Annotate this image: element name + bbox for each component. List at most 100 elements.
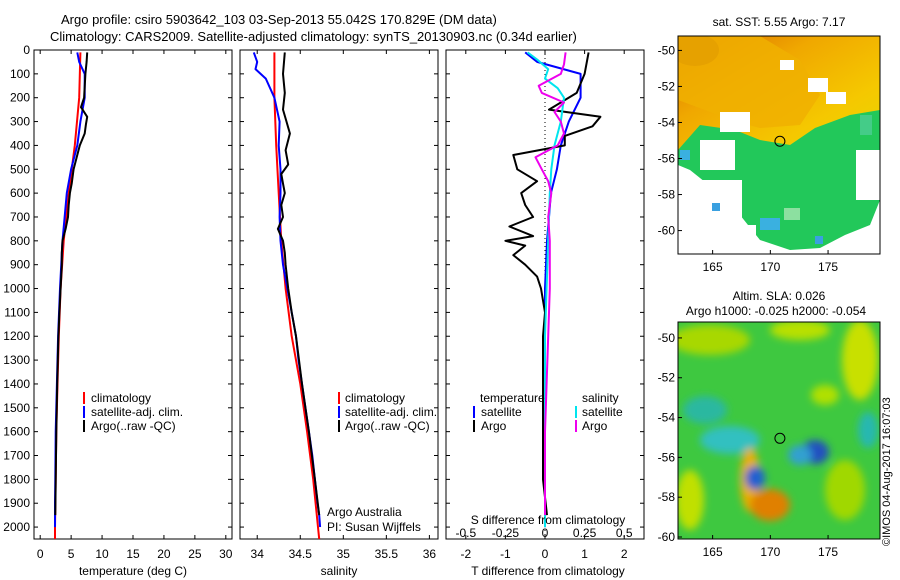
salinity-xlabel: salinity [321,564,358,578]
map-y-tick-label: -60 [658,530,676,544]
series-salinity-satellite [527,51,565,528]
difference-legend: temperature salinity satellite Argo sate… [473,391,623,433]
difference-top-xlabel: S difference from climatology [471,513,626,527]
legend-label-satellite: satellite-adj. clim. [345,405,437,419]
title-line-2: Climatology: CARS2009. Satellite-adjuste… [50,29,577,44]
map-y-tick-label: -50 [658,331,676,345]
profile-series [54,51,602,540]
top-x-tick-label: -0.5 [455,526,476,540]
depth-axis: 0 100 200 300 400 500 600 700 800 900 1000 1100 1200… [3,43,644,534]
legend-title-salinity: salinity [582,391,619,405]
depth-tick-label: 2000 [3,520,30,534]
sst-map-frame [677,35,881,255]
title-line-1: Argo profile: csiro 5903642_103 03-Sep-2… [61,12,497,27]
depth-tick-label: 1800 [3,472,30,486]
series-salinity-argo [534,52,567,516]
map-y-tick-label: -52 [658,79,676,93]
map-y-tick-label: -58 [658,490,676,504]
map-x-tick-label: 170 [760,545,780,559]
map-y-tick-label: -58 [658,188,676,202]
depth-tick-label: 100 [10,67,30,81]
temperature-legend: climatology satellite-adj. clim. Argo(..… [83,391,183,433]
sst-map-title: sat. SST: 5.55 Argo: 7.17 [713,15,846,29]
sla-map-axes: 165 170 175 -50 -52 -54 -56 -58 -60 [658,331,839,559]
x-tick-label: -2 [460,547,471,561]
x-axes: 0 5 10 15 20 25 30 34 34.5 35 35.5 36 -2 -1 0 1 2 -0.5 -0.… [37,50,633,561]
depth-tick-label: 1200 [3,329,30,343]
series-temperature-satellite [524,51,582,528]
map-x-tick-label: 175 [818,545,838,559]
difference-xlabel: T difference from climatology [471,564,625,578]
depth-tick-label: 1300 [3,353,30,367]
temperature-plot-frame [33,49,233,540]
top-x-tick-label: 0.25 [573,526,597,540]
sst-map [678,36,880,254]
temperature-xlabel: temperature (deg C) [79,564,187,578]
legend-label-s-argo: Argo [582,419,608,433]
depth-tick-label: 700 [10,210,30,224]
salinity-plot-frame [239,49,439,540]
x-tick-label: 5 [68,547,75,561]
map-y-tick-label: -54 [658,411,676,425]
series-climatology [273,52,321,540]
salinity-legend: climatology satellite-adj. clim. Argo(..… [327,391,437,534]
depth-tick-label: 1900 [3,496,30,510]
map-y-tick-label: -60 [658,224,676,238]
x-tick-label: 15 [126,547,140,561]
depth-tick-label: 300 [10,115,30,129]
legend-label-climatology: climatology [91,391,151,405]
depth-tick-label: 1400 [3,377,30,391]
depth-tick-label: 500 [10,162,30,176]
legend-label-s-satellite: satellite [582,405,623,419]
sla-map [678,322,880,539]
sla-map-frame [677,321,881,540]
top-x-tick-label: -0.25 [492,526,520,540]
x-tick-label: -1 [500,547,511,561]
map-x-tick-label: 165 [703,260,723,274]
annotation-argo-australia: Argo Australia [327,505,402,519]
series-temperature-argo [504,52,602,516]
map-y-tick-label: -56 [658,152,676,166]
x-tick-label: 30 [219,547,233,561]
x-tick-label: 35.5 [375,547,399,561]
depth-tick-label: 400 [10,138,30,152]
x-tick-label: 25 [188,547,202,561]
map-y-tick-label: -50 [658,43,676,57]
depth-tick-label: 1000 [3,282,30,296]
x-tick-label: 0 [542,547,549,561]
map-x-tick-label: 165 [703,545,723,559]
map-y-tick-label: -54 [658,115,676,129]
sst-map-axes: 165 170 175 -50 -52 -54 -56 -58 -60 [658,43,839,274]
x-tick-label: 10 [95,547,109,561]
legend-label-argo: Argo(..raw -QC) [345,419,430,433]
sla-map-title-2: Argo h1000: -0.025 h2000: -0.054 [686,304,866,318]
map-x-tick-label: 170 [760,260,780,274]
x-tick-label: 34 [251,547,265,561]
depth-tick-label: 0 [23,43,30,57]
sla-argo-marker [774,432,786,444]
depth-tick-label: 1600 [3,425,30,439]
legend-label-t-argo: Argo [481,419,507,433]
depth-tick-label: 900 [10,258,30,272]
annotation-pi: PI: Susan Wijffels [327,520,421,534]
depth-tick-label: 200 [10,91,30,105]
x-tick-label: 2 [621,547,628,561]
series-argo-raw-qc- [54,52,89,516]
depth-tick-label: 1700 [3,449,30,463]
depth-tick-label: 1500 [3,401,30,415]
depth-tick-label: 1100 [4,305,30,319]
depth-tick-label: 800 [10,234,30,248]
legend-label-argo: Argo(..raw -QC) [91,419,176,433]
x-tick-label: 1 [581,547,588,561]
depth-tick-label: 600 [10,186,30,200]
legend-label-t-satellite: satellite [481,405,522,419]
x-tick-label: 36 [423,547,437,561]
series-argo-raw-qc- [276,52,321,516]
legend-label-climatology: climatology [345,391,405,405]
top-x-tick-label: 0 [542,526,549,540]
x-tick-label: 34.5 [289,547,313,561]
map-y-tick-label: -52 [658,371,676,385]
legend-title-temperature: temperature [480,391,545,405]
series-satellite-adj-clim- [54,52,86,528]
